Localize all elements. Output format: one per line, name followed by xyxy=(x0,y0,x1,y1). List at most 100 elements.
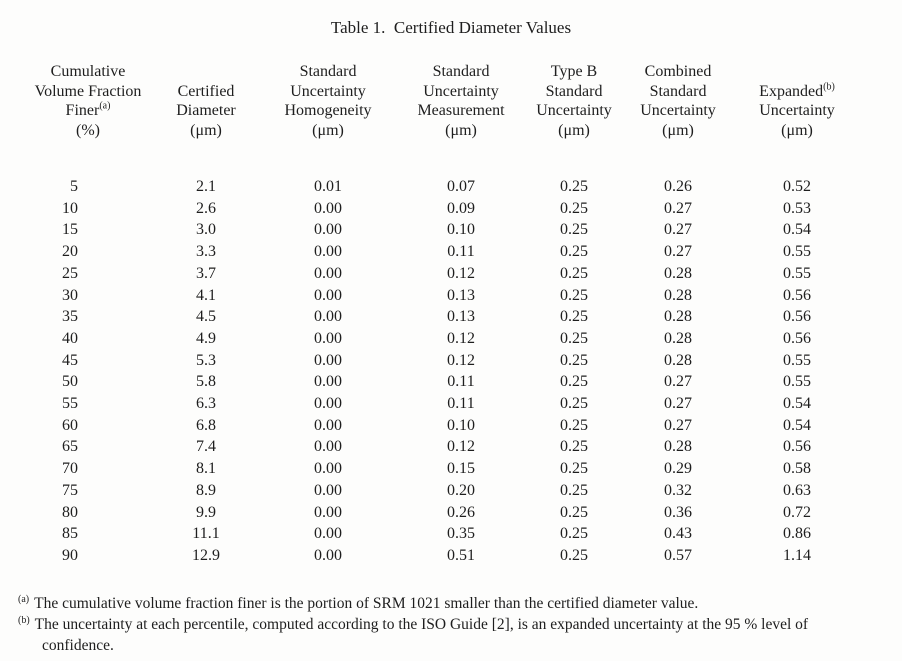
table-row: 50 5.8 0.00 0.11 0.25 0.27 0.55 xyxy=(22,371,862,393)
footnote-a-text: The cumulative volume fraction finer is … xyxy=(34,594,699,612)
table-cell: 0.00 xyxy=(314,481,342,499)
table-cell: 0.25 xyxy=(560,221,588,239)
table-cell: 0.00 xyxy=(314,286,342,304)
table-row: 90 12.9 0.00 0.51 0.25 0.57 1.14 xyxy=(22,545,862,567)
table-cell: 65 xyxy=(62,438,78,456)
table-cell: 0.53 xyxy=(783,199,811,217)
footnote-a-marker: (a) xyxy=(18,593,30,605)
table-cell: 0.25 xyxy=(560,416,588,434)
table-cell: 0.10 xyxy=(447,416,475,434)
col-header-standard-uncertainty-measurement: Standard Uncertainty Measurement (μm) xyxy=(417,63,505,139)
table-cell: 4.5 xyxy=(196,308,216,326)
table-cell: 0.56 xyxy=(783,438,811,456)
table-cell: 30 xyxy=(62,286,78,304)
table-cell: 0.25 xyxy=(560,481,588,499)
table-cell: 2.6 xyxy=(196,199,216,217)
table-cell: 0.13 xyxy=(447,308,475,326)
col-header-expanded-uncertainty: Expanded(b) Uncertainty (μm) xyxy=(759,81,835,139)
table-header-row: Cumulative Volume Fraction Finer(a) (%) … xyxy=(22,62,862,176)
table-cell: 90 xyxy=(62,546,78,564)
table-cell: 85 xyxy=(62,525,78,543)
table-cell: 55 xyxy=(62,395,78,413)
table-cell: 6.8 xyxy=(196,416,216,434)
table-cell: 3.3 xyxy=(196,243,216,261)
table-cell: 5.3 xyxy=(196,351,216,369)
table-cell: 0.26 xyxy=(447,503,475,521)
table-cell: 0.28 xyxy=(664,308,692,326)
table-cell: 0.51 xyxy=(447,546,475,564)
table-cell: 0.12 xyxy=(447,264,475,282)
table-cell: 0.09 xyxy=(447,199,475,217)
table-cell: 0.07 xyxy=(447,178,475,195)
table-cell: 0.10 xyxy=(447,221,475,239)
table-cell: 0.27 xyxy=(664,221,692,239)
table-cell: 0.32 xyxy=(664,481,692,499)
table-cell: 8.1 xyxy=(196,460,216,478)
table-cell: 0.00 xyxy=(314,373,342,391)
table-cell: 0.35 xyxy=(447,525,475,543)
table-cell: 0.25 xyxy=(560,546,588,564)
table-cell: 0.55 xyxy=(783,264,811,282)
footnote-b-marker: (b) xyxy=(18,614,30,626)
footnote-b-text-continued: confidence. xyxy=(42,636,114,654)
table-cell: 0.25 xyxy=(560,199,588,217)
table-cell: 0.25 xyxy=(560,286,588,304)
table-cell: 45 xyxy=(62,351,78,369)
table-cell: 40 xyxy=(62,329,78,347)
col-header-combined-standard-uncertainty: Combined Standard Uncertainty (μm) xyxy=(640,63,716,139)
table-cell: 0.25 xyxy=(560,178,588,195)
table-row: 10 2.6 0.00 0.09 0.25 0.27 0.53 xyxy=(22,198,862,220)
table-row: 35 4.5 0.00 0.13 0.25 0.28 0.56 xyxy=(22,306,862,328)
table-cell: 0.25 xyxy=(560,525,588,543)
table-row: 15 3.0 0.00 0.10 0.25 0.27 0.54 xyxy=(22,219,862,241)
table-cell: 9.9 xyxy=(196,503,216,521)
table-cell: 0.00 xyxy=(314,546,342,564)
table-cell: 0.11 xyxy=(447,243,475,261)
table-cell: 0.58 xyxy=(783,460,811,478)
table-cell: 35 xyxy=(62,308,78,326)
table-cell: 8.9 xyxy=(196,481,216,499)
table-cell: 75 xyxy=(62,481,78,499)
table-cell: 0.25 xyxy=(560,329,588,347)
table-cell: 0.12 xyxy=(447,351,475,369)
table-cell: 0.00 xyxy=(314,438,342,456)
table-cell: 0.12 xyxy=(447,438,475,456)
table-cell: 0.25 xyxy=(560,373,588,391)
footnote-b-text: The uncertainty at each percentile, comp… xyxy=(34,615,809,633)
table-cell: 0.72 xyxy=(783,503,811,521)
table-cell: 0.25 xyxy=(560,438,588,456)
footnotes-section: (a) The cumulative volume fraction finer … xyxy=(18,593,874,656)
table-cell: 0.00 xyxy=(314,264,342,282)
table-cell: 0.00 xyxy=(314,243,342,261)
table-cell: 0.28 xyxy=(664,438,692,456)
footnote-a: (a) The cumulative volume fraction finer … xyxy=(18,593,874,614)
table-cell: 0.54 xyxy=(783,395,811,413)
table-row: 30 4.1 0.00 0.13 0.25 0.28 0.56 xyxy=(22,285,862,307)
table-cell: 0.25 xyxy=(560,503,588,521)
table-cell: 0.25 xyxy=(560,395,588,413)
table-cell: 0.28 xyxy=(664,286,692,304)
table-cell: 0.29 xyxy=(664,460,692,478)
table-cell: 20 xyxy=(62,243,78,261)
table-cell: 0.00 xyxy=(314,199,342,217)
table-title: Table 1. Certified Diameter Values xyxy=(330,18,572,37)
table-cell: 0.56 xyxy=(783,286,811,304)
table-cell: 0.43 xyxy=(664,525,692,543)
table-cell: 12.9 xyxy=(192,546,220,564)
col-header-cumulative-volume-fraction-finer: Cumulative Volume Fraction Finer(a) (%) xyxy=(34,63,142,139)
table-cell: 4.9 xyxy=(196,329,216,347)
table-cell: 0.56 xyxy=(783,329,811,347)
table-cell: 0.01 xyxy=(314,178,342,195)
table-cell: 3.0 xyxy=(196,221,216,239)
table-row: 85 11.1 0.00 0.35 0.25 0.43 0.86 xyxy=(22,523,862,545)
table-cell: 0.25 xyxy=(560,460,588,478)
footnote-b: (b) The uncertainty at each percentile, c… xyxy=(18,614,874,656)
table-cell: 0.27 xyxy=(664,373,692,391)
table-cell: 3.7 xyxy=(196,264,216,282)
table-header: Cumulative Volume Fraction Finer(a) (%) … xyxy=(22,62,862,176)
table-row: 60 6.8 0.00 0.10 0.25 0.27 0.54 xyxy=(22,415,862,437)
table-cell: 0.55 xyxy=(783,243,811,261)
table-cell: 80 xyxy=(62,503,78,521)
table-cell: 0.25 xyxy=(560,243,588,261)
table-cell: 25 xyxy=(62,264,78,282)
